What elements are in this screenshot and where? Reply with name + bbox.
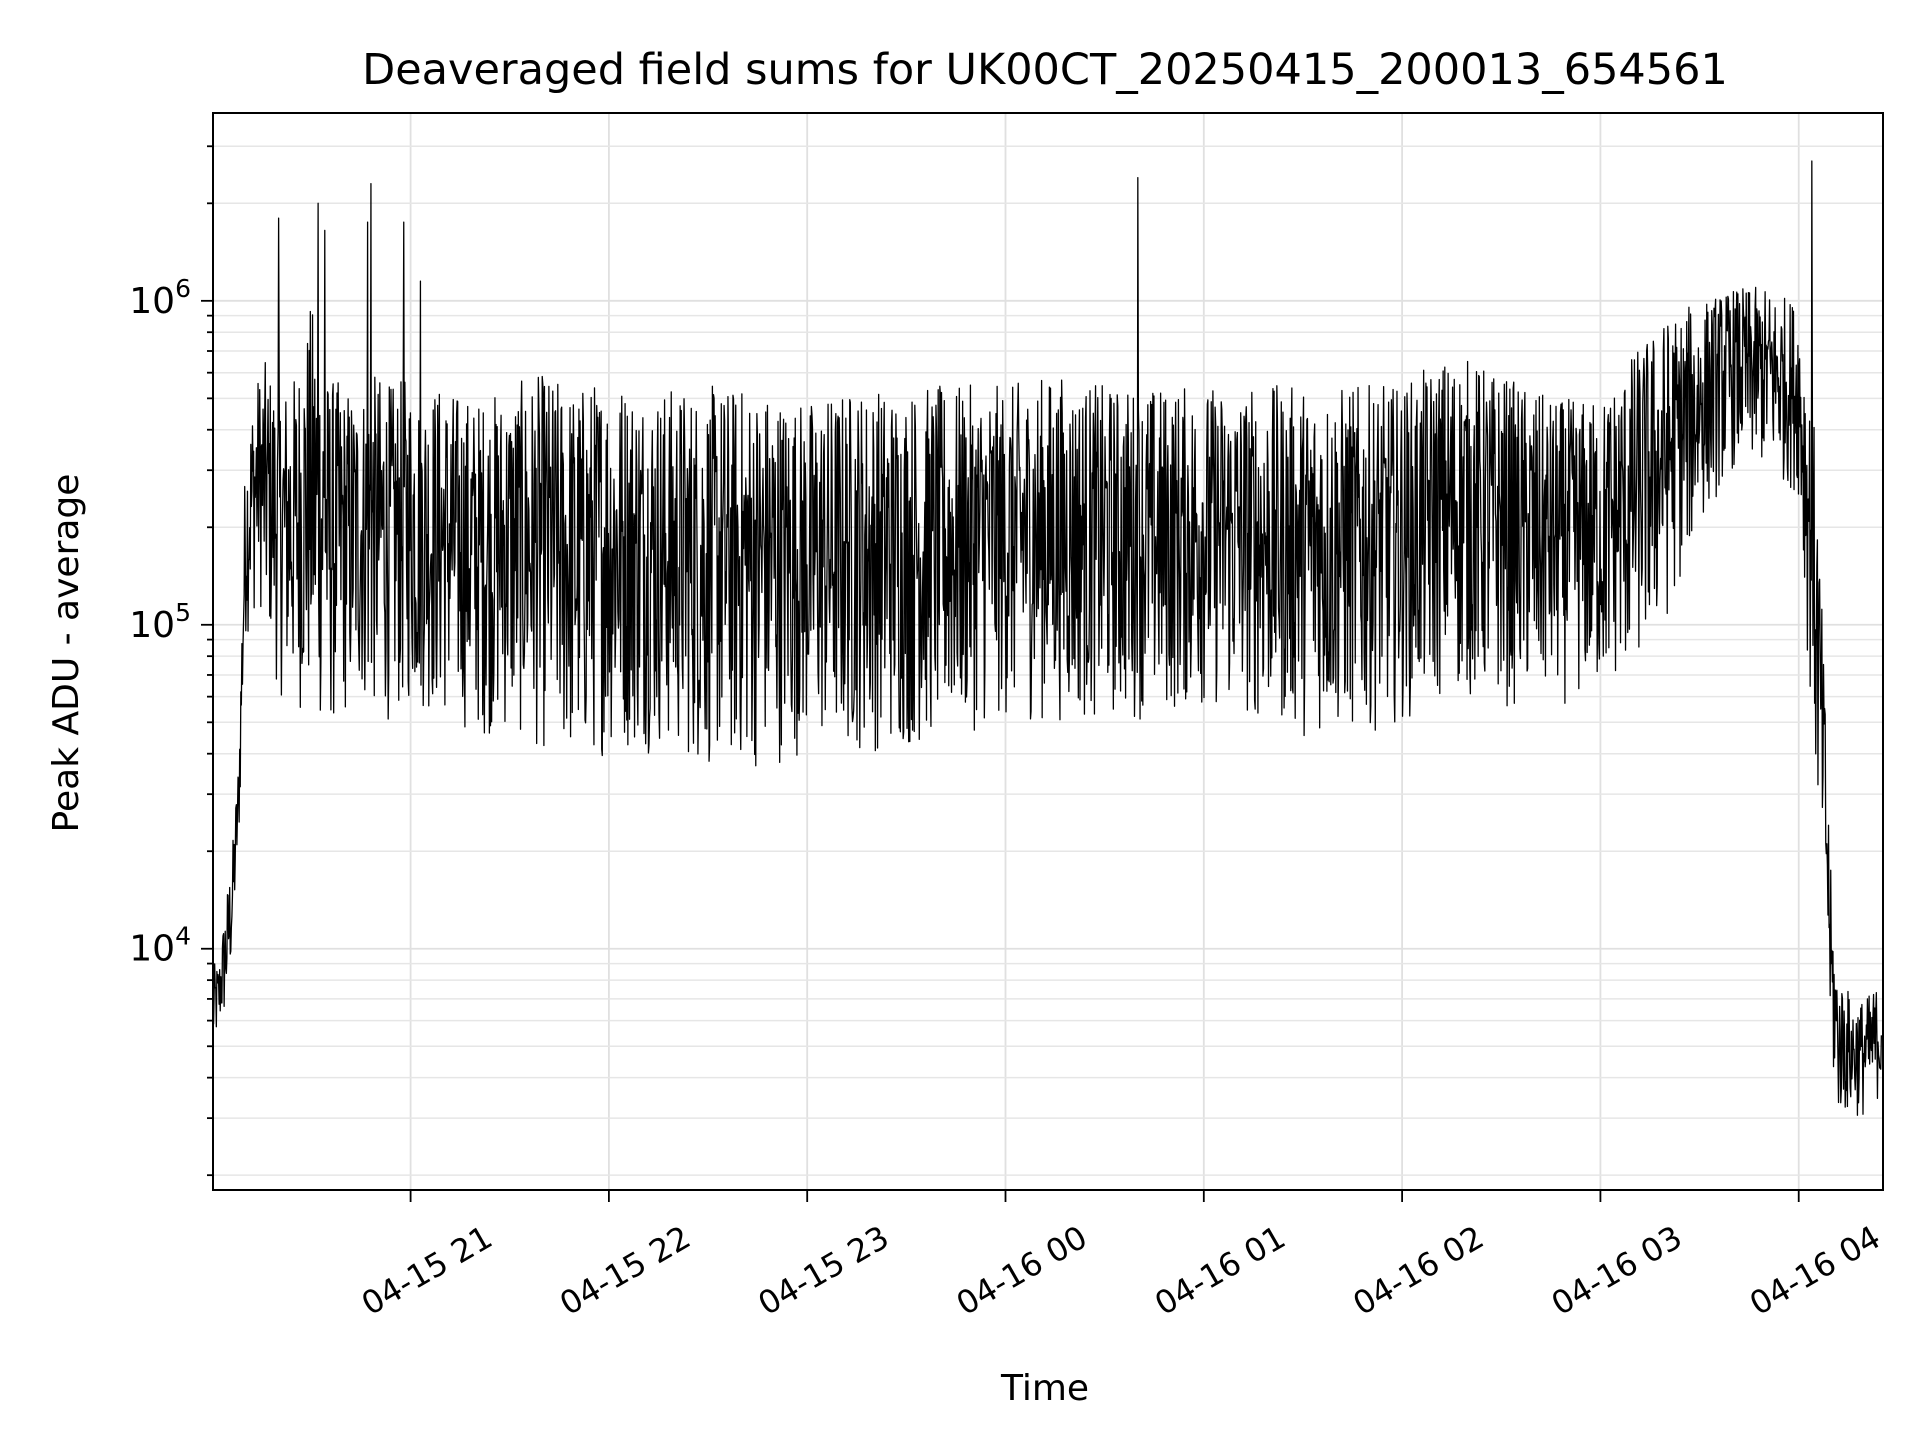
series-line — [212, 160, 1882, 1116]
series-group — [212, 160, 1882, 1116]
x-axis-label: Time — [1000, 1368, 1089, 1409]
plot-frame — [212, 112, 1884, 1191]
y-tick-label: 104 — [129, 922, 191, 970]
chart-title: Deaveraged field sums for UK00CT_2025041… — [362, 45, 1728, 95]
y-tick-label: 106 — [129, 274, 191, 322]
y-axis-label: Peak ADU - average — [46, 474, 87, 833]
y-tick-label: 105 — [129, 598, 191, 646]
